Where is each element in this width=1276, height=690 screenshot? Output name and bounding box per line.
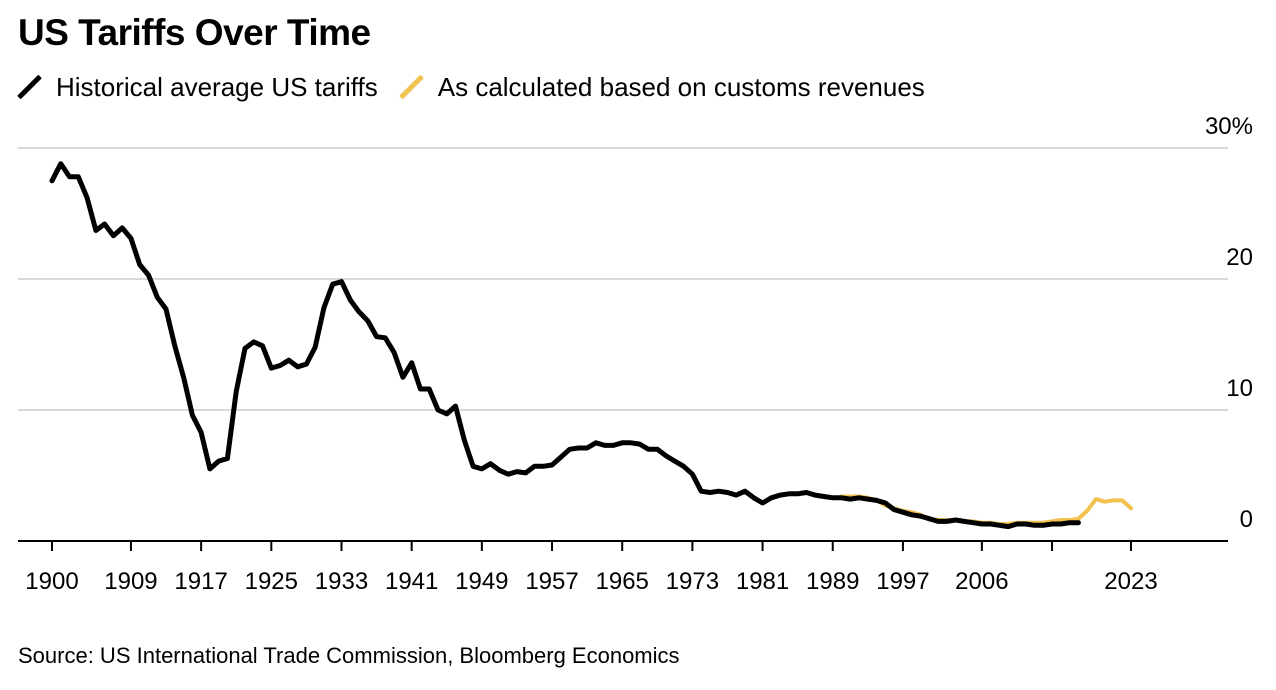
x-tick-label-2023: 2023 [1104,568,1157,595]
x-tick-label-1941: 1941 [385,568,438,595]
x-tick-label-1973: 1973 [666,568,719,595]
x-tick-label-1989: 1989 [806,568,859,595]
series-lines [49,161,1133,530]
chart-title: US Tariffs Over Time [18,12,371,53]
gridlines [18,147,1228,411]
chart-legend: Historical average US tariffs As calcula… [18,70,947,104]
legend-label-customs: As calculated based on customs revenues [437,71,925,102]
x-tick-label-1981: 1981 [736,568,789,595]
y-tick-label-20: 20 [1226,244,1253,271]
x-tick-label-2006: 2006 [955,568,1008,595]
x-tick-label-1917: 1917 [174,568,227,595]
x-tick-label-1957: 1957 [525,568,578,595]
legend-label-historical: Historical average US tariffs [56,71,378,102]
x-tick-label-1965: 1965 [596,568,649,595]
source-note: Source: US International Trade Commissio… [18,643,680,668]
y-axis-labels: 0 10 20 30% [1205,113,1253,533]
x-tick-label-1909: 1909 [104,568,157,595]
y-tick-label-0: 0 [1240,506,1253,533]
y-tick-label-30: 30% [1205,113,1253,140]
x-tick-label-1949: 1949 [455,568,508,595]
x-tick-label-1900: 1900 [25,568,78,595]
x-tick-label-1925: 1925 [245,568,298,595]
x-tick-label-1933: 1933 [315,568,368,595]
x-axis: 1900 1909 1917 1925 1933 1941 1949 1957 1965 1973… [18,540,1228,595]
y-tick-label-10: 10 [1226,375,1253,402]
series-line-historical [49,161,1081,530]
legend-item-historical: Historical average US tariffs [18,72,378,103]
x-tick-label-1997: 1997 [876,568,929,595]
legend-item-customs: As calculated based on customs revenues [400,72,925,103]
